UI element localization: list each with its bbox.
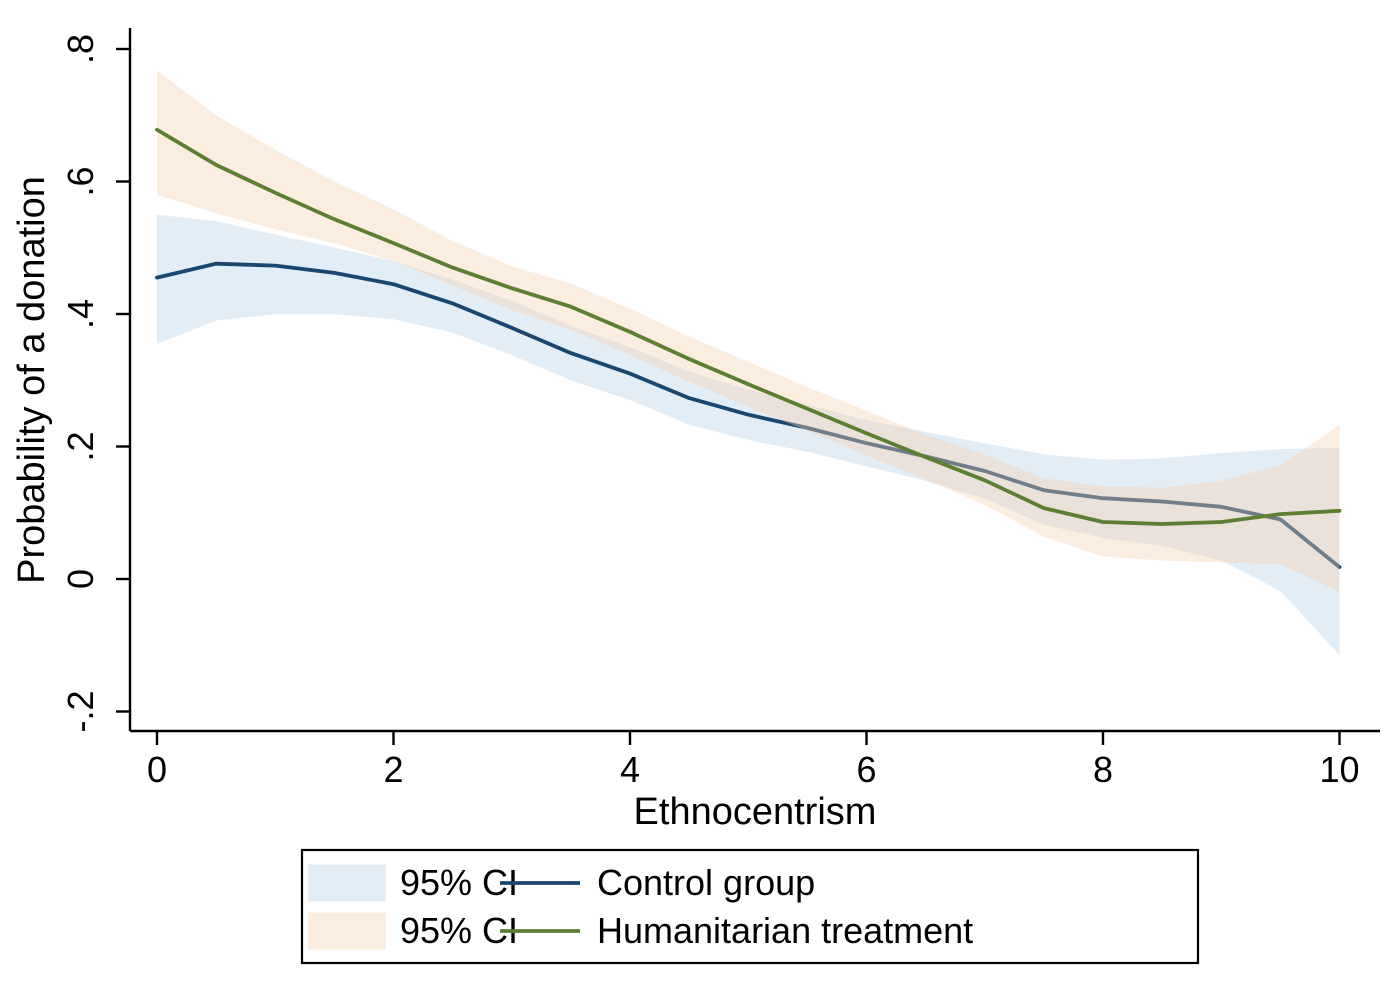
y-tick-label: .8 xyxy=(60,34,101,64)
x-axis-ticks: 0 2 4 6 8 10 xyxy=(147,731,1360,790)
y-tick-label: .4 xyxy=(60,299,101,329)
x-tick-label: 4 xyxy=(620,749,640,790)
x-tick-label: 6 xyxy=(856,749,876,790)
y-axis-ticks: .8 .6 .4 .2 0 -.2 xyxy=(60,34,130,733)
x-tick-label: 0 xyxy=(147,749,167,790)
legend-box xyxy=(300,848,1200,965)
series-line-humanitarian xyxy=(155,127,1342,526)
y-tick-label: .6 xyxy=(60,166,101,196)
ci-band-humanitarian xyxy=(157,70,1340,593)
y-tick-label: -.2 xyxy=(60,690,101,732)
y-axis-title: Probability of a donation xyxy=(11,176,53,584)
x-axis-title: Ethnocentrism xyxy=(634,791,877,833)
legend-rows: 95% CI Control group 95% CI Humanitarian tr… xyxy=(308,862,973,951)
legend-ci-swatch-control xyxy=(308,864,386,902)
plot-series xyxy=(155,70,1342,656)
x-tick-label: 2 xyxy=(383,749,403,790)
y-tick-label: .2 xyxy=(60,431,101,461)
legend-ci-label: 95% CI xyxy=(400,910,518,951)
legend: 95% CI Control group 95% CI Humanitarian tr… xyxy=(300,848,1200,965)
x-tick-label: 8 xyxy=(1093,749,1113,790)
legend-ci-swatch-humanitarian xyxy=(308,912,386,950)
x-tick-label: 10 xyxy=(1319,749,1359,790)
y-tick-label: 0 xyxy=(60,569,101,589)
series-line-control xyxy=(155,261,1342,569)
legend-series-label: Control group xyxy=(597,862,815,903)
legend-series-label: Humanitarian treatment xyxy=(597,910,973,951)
legend-ci-label: 95% CI xyxy=(400,862,518,903)
axes: .8 .6 .4 .2 0 -.2 0 2 4 6 8 10 Probability of a do… xyxy=(11,28,1380,833)
ci-band-control xyxy=(157,214,1340,656)
